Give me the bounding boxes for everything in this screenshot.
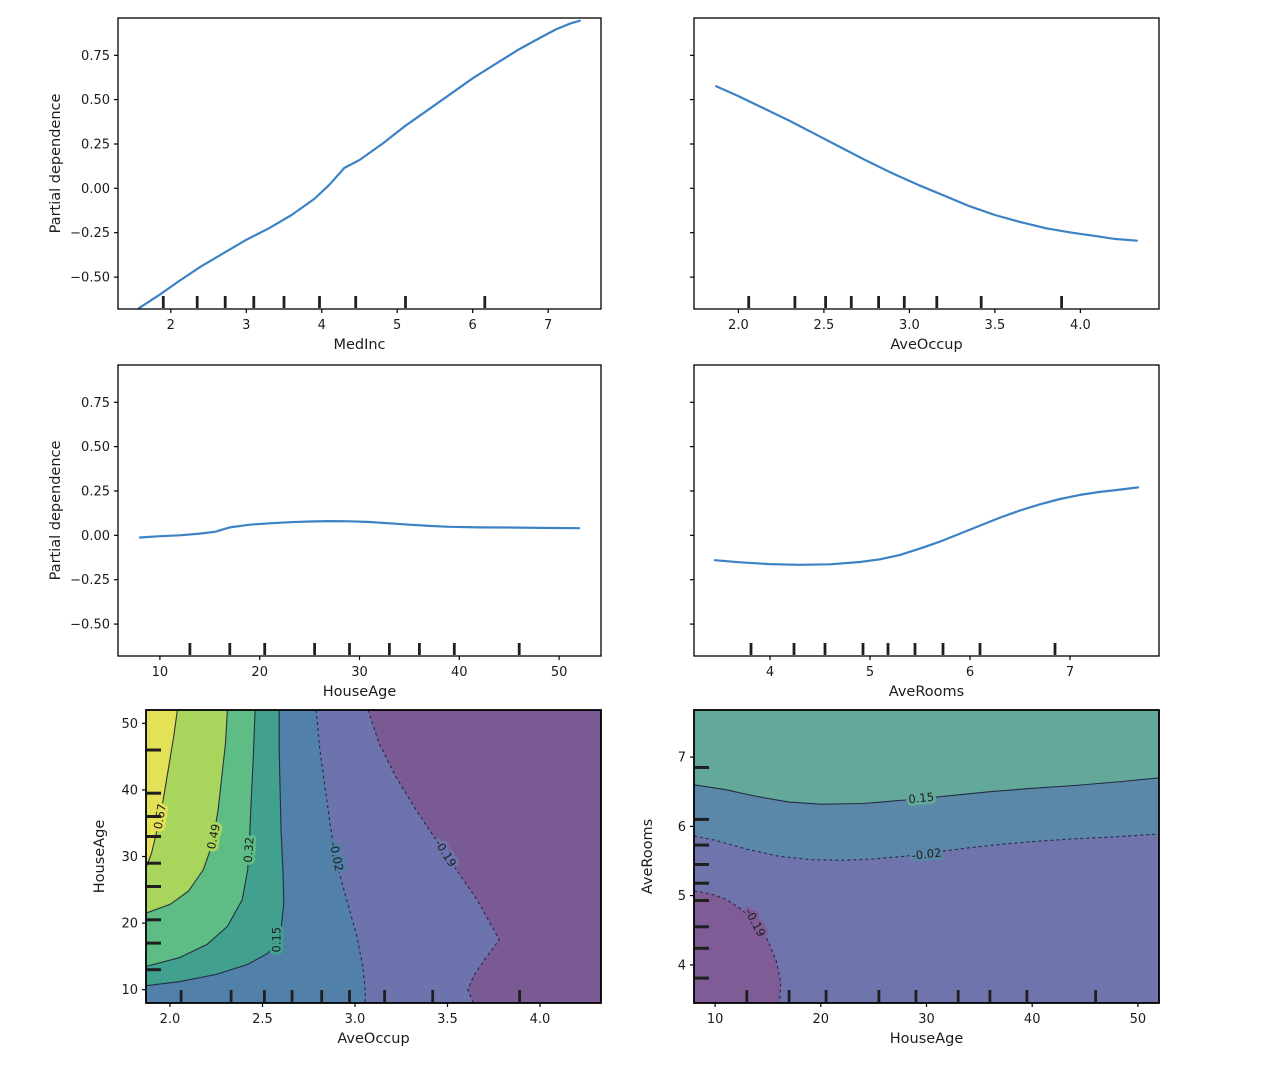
x-tick-label: 3.0 — [899, 318, 920, 333]
y-tick-label: −0.50 — [70, 271, 110, 286]
y-tick-label: 0.50 — [81, 440, 110, 455]
subplot-aveoccup: 2.0 2.5 3.0 3.5 4.0 AveOccup — [690, 17, 1160, 353]
axes-frame — [117, 17, 602, 310]
contour-line-0.32 — [146, 710, 256, 967]
contour-line--0.19 — [694, 890, 782, 1003]
y-tick-label: −0.25 — [70, 226, 110, 241]
x-tick-label: 4 — [318, 318, 326, 333]
x-tick-label: 2.0 — [160, 1012, 181, 1027]
x-tick-label: 2 — [167, 318, 175, 333]
x-tick-label: 4.0 — [1070, 318, 1091, 333]
contour-line--0.02 — [315, 710, 366, 1003]
x-tick-label: 20 — [813, 1012, 830, 1027]
subplot-houseage: 10 20 30 40 50 0.75 0.50 0.25 0.00 −0.25 −0.50 Hous… — [48, 364, 602, 700]
y-tick-label: 0.50 — [81, 93, 110, 108]
y-tick-label: 0.00 — [81, 182, 110, 197]
x-tick-label: 7 — [1066, 665, 1074, 680]
y-tick-label: 0.25 — [81, 138, 110, 153]
subplot-medinc: 2 3 4 5 6 7 0.75 0.50 0.25 0.00 −0.25 −0.50 MedInc Pa… — [48, 17, 602, 353]
y-axis-label-houseage: Partial dependence — [48, 441, 64, 581]
x-tick-label: 50 — [551, 665, 568, 680]
contour-line-0.67 — [146, 710, 178, 868]
y-axis-label-pd-aveoccup-houseage: HouseAge — [92, 820, 108, 894]
x-tick-label: 40 — [1024, 1012, 1041, 1027]
pd-curve-medinc — [138, 19, 581, 309]
x-tick-label: 40 — [451, 665, 468, 680]
contour-line-0.15 — [694, 777, 1159, 805]
x-tick-label: 4.0 — [530, 1012, 551, 1027]
y-tick-label: 40 — [121, 783, 138, 798]
y-tick-label: 4 — [678, 958, 686, 973]
y-tick-label: 30 — [121, 850, 138, 865]
x-axis-label-aveoccup: AveOccup — [890, 337, 962, 353]
pd-curve-averooms — [713, 486, 1140, 566]
y-tick-label: −0.50 — [70, 618, 110, 633]
x-tick-label: 2.5 — [252, 1012, 273, 1027]
y-tick-label: 5 — [678, 889, 686, 904]
x-axis-label-pd-aveoccup-houseage: AveOccup — [337, 1031, 409, 1047]
x-tick-label: 3.0 — [345, 1012, 366, 1027]
x-tick-label: 2.0 — [728, 318, 749, 333]
x-tick-label: 6 — [469, 318, 477, 333]
x-tick-label: 5 — [866, 665, 874, 680]
x-axis-label-averooms: AveRooms — [889, 684, 964, 700]
x-tick-label: 50 — [1130, 1012, 1147, 1027]
contour-band--0.02 — [694, 834, 1159, 1003]
y-tick-label: 0.75 — [81, 49, 110, 64]
contour-label--0.02: -0.02 — [911, 846, 942, 863]
x-tick-label: 3 — [242, 318, 250, 333]
contour-band--0.19 — [694, 890, 781, 1003]
x-tick-label: 10 — [707, 1012, 724, 1027]
y-tick-label: 6 — [678, 820, 686, 835]
y-tick-label: 7 — [678, 751, 686, 766]
x-axis-label-pd-houseage-averooms: HouseAge — [890, 1031, 964, 1047]
contour-label-0.32: 0.32 — [241, 837, 257, 864]
contour-bands: 0.15-0.02-0.19 — [694, 710, 1159, 1003]
subplot-pd-aveoccup-houseage: -0.19-0.020.150.320.490.672.0 2.5 3.0 3.5 4.… — [92, 709, 602, 1047]
axes-frame — [693, 364, 1160, 657]
x-tick-label: 30 — [918, 1012, 935, 1027]
y-tick-label: −0.25 — [70, 573, 110, 588]
contour-label-0.15: 0.15 — [269, 927, 283, 953]
x-tick-label: 30 — [351, 665, 368, 680]
y-tick-label: 0.75 — [81, 396, 110, 411]
pd-curve-houseage — [138, 520, 581, 539]
x-tick-label: 10 — [152, 665, 169, 680]
x-tick-label: 7 — [544, 318, 552, 333]
axes-frame — [693, 17, 1160, 310]
y-axis-label-medinc: Partial dependence — [48, 94, 64, 234]
contour-label-0.15: 0.15 — [908, 790, 935, 807]
x-tick-label: 4 — [766, 665, 774, 680]
y-tick-label: 10 — [121, 983, 138, 998]
x-tick-label: 3.5 — [985, 318, 1006, 333]
x-tick-label: 6 — [966, 665, 974, 680]
x-tick-label: 20 — [251, 665, 268, 680]
x-tick-label: 3.5 — [437, 1012, 458, 1027]
x-axis-label-houseage: HouseAge — [323, 684, 397, 700]
contour-bands: -0.19-0.020.150.320.490.67 — [146, 710, 601, 1003]
x-tick-label: 2.5 — [814, 318, 835, 333]
subplot-averooms: 4 5 6 7 AveRooms — [690, 364, 1160, 700]
y-tick-label: 0.25 — [81, 485, 110, 500]
y-tick-label: 20 — [121, 917, 138, 932]
y-axis-label-pd-houseage-averooms: AveRooms — [640, 819, 656, 894]
contour-line--0.19 — [367, 710, 500, 1003]
pd-curve-aveoccup — [715, 85, 1138, 242]
y-tick-label: 0.00 — [81, 529, 110, 544]
contour-line-0.15 — [146, 710, 285, 987]
y-tick-label: 50 — [121, 717, 138, 732]
x-axis-label-medinc: MedInc — [333, 337, 385, 353]
contour-line-0.49 — [146, 710, 228, 914]
x-tick-label: 5 — [393, 318, 401, 333]
